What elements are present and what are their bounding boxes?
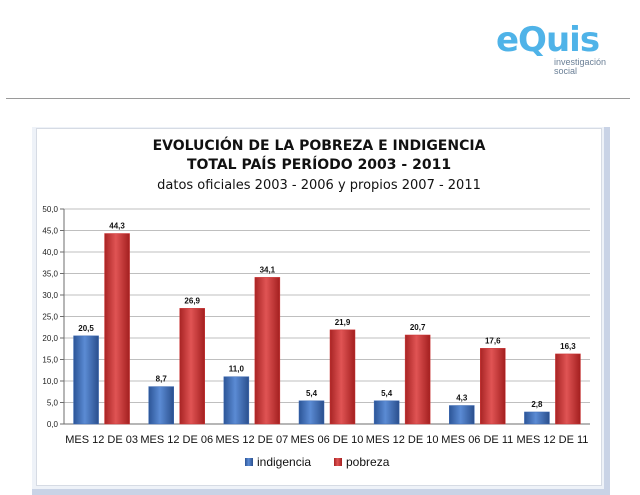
logo-wordmark: eQuis — [496, 20, 600, 60]
data-label-pobreza: 34,1 — [260, 265, 276, 274]
header-divider — [6, 98, 630, 99]
chart-panel — [36, 128, 602, 486]
data-label-pobreza: 21,9 — [335, 318, 351, 327]
y-tick-label: 45,0 — [42, 227, 58, 236]
bar-indigencia-3 — [298, 400, 325, 425]
bar-pobreza-4 — [404, 334, 431, 425]
legend-label-indigencia: indigencia — [257, 455, 311, 469]
x-tick-label: MES 12 DE 11 — [516, 434, 588, 446]
logo-subtitle: investigación social — [554, 58, 606, 76]
logo-subtitle-line-1: investigación — [554, 57, 607, 67]
y-tick-label: 40,0 — [42, 248, 58, 257]
bar-indigencia-2 — [223, 376, 250, 425]
x-tick-label: MES 12 DE 03 — [65, 434, 138, 446]
x-tick-label: MES 06 DE 10 — [291, 434, 364, 446]
chart-title-line-2: TOTAL PAÍS PERÍODO 2003 - 2011 — [186, 157, 452, 173]
x-tick-label: MES 12 DE 07 — [215, 434, 288, 446]
y-tick-label: 10,0 — [42, 377, 58, 386]
y-tick-label: 20,0 — [42, 334, 58, 343]
bar-pobreza-3 — [329, 329, 356, 425]
y-tick-label: 15,0 — [42, 356, 58, 365]
bar-indigencia-5 — [449, 405, 475, 425]
bar-pobreza-5 — [480, 348, 506, 425]
legend-swatch-pobreza — [334, 458, 342, 466]
bar-pobreza-2 — [254, 277, 281, 425]
y-tick-label: 5,0 — [47, 399, 59, 408]
bar-indigencia-6 — [524, 411, 550, 425]
data-label-pobreza: 17,6 — [485, 336, 501, 345]
y-tick-label: 30,0 — [42, 291, 58, 300]
x-tick-label: MES 12 DE 10 — [366, 434, 439, 446]
data-label-indigencia: 2,8 — [531, 400, 543, 409]
data-label-pobreza: 20,7 — [410, 323, 426, 332]
chart-title-line-1: EVOLUCIÓN DE LA POBREZA E INDIGENCIA — [152, 138, 486, 154]
bar-pobreza-1 — [179, 308, 205, 425]
legend-label-pobreza: pobreza — [346, 455, 390, 469]
y-tick-label: 50,0 — [42, 205, 58, 214]
bar-pobreza-6 — [555, 353, 581, 425]
x-tick-label: MES 06 DE 11 — [441, 434, 513, 446]
data-label-indigencia: 4,3 — [456, 394, 468, 403]
legend-swatch-indigencia — [245, 458, 253, 466]
data-label-indigencia: 5,4 — [306, 389, 318, 398]
y-tick-label: 25,0 — [42, 313, 58, 322]
data-label-pobreza: 44,3 — [109, 222, 125, 231]
equis-logo: eQuis investigación social — [496, 20, 616, 80]
y-tick-label: 0,0 — [47, 420, 59, 429]
x-tick-label: MES 12 DE 06 — [140, 434, 213, 446]
logo-subtitle-line-2: social — [554, 66, 578, 76]
bar-indigencia-1 — [148, 386, 174, 425]
data-label-indigencia: 11,0 — [229, 365, 245, 374]
data-label-indigencia: 20,5 — [78, 324, 94, 333]
data-label-pobreza: 16,3 — [560, 342, 576, 351]
bar-pobreza-0 — [104, 233, 130, 425]
data-label-indigencia: 8,7 — [156, 375, 168, 384]
data-label-pobreza: 26,9 — [184, 296, 200, 305]
chart-title-line-3: datos oficiales 2003 - 2006 y propios 20… — [157, 178, 481, 193]
bar-indigencia-0 — [73, 335, 99, 425]
bar-indigencia-4 — [373, 400, 400, 425]
data-label-indigencia: 5,4 — [381, 389, 393, 398]
y-tick-label: 35,0 — [42, 270, 58, 279]
